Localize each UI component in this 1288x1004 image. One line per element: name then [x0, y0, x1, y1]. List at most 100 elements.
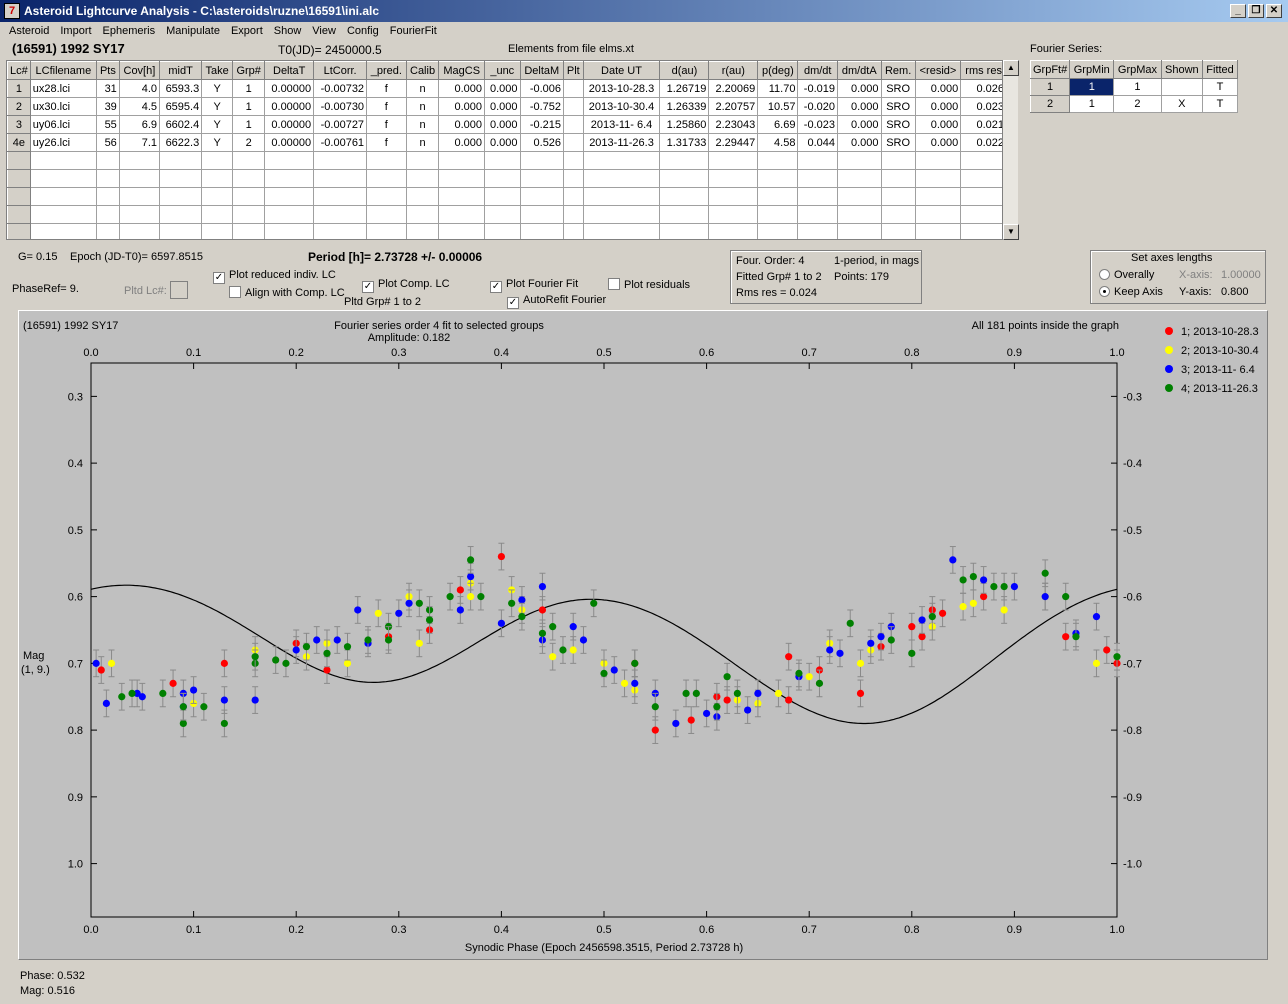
row-header[interactable]	[7, 205, 31, 224]
autorefit-checkbox[interactable]: ✓ AutoRefit Fourier	[507, 294, 607, 309]
table-cell[interactable]: 10.57	[757, 97, 799, 116]
table-cell[interactable]	[797, 187, 838, 206]
table-cell[interactable]	[438, 169, 485, 188]
table-cell[interactable]: 1.26339	[659, 97, 710, 116]
table-cell[interactable]	[484, 151, 521, 170]
table-cell[interactable]: 0.000	[438, 79, 485, 98]
table-cell[interactable]: 6593.3	[158, 79, 203, 98]
column-header[interactable]: Take	[201, 61, 234, 80]
table-cell[interactable]: 0.022	[960, 133, 1007, 152]
column-header[interactable]: Date UT	[582, 61, 661, 80]
table-cell[interactable]: 0.000	[837, 115, 882, 134]
table-cell[interactable]: Y	[201, 115, 234, 134]
table-cell[interactable]	[438, 151, 485, 170]
menu-show[interactable]: Show	[273, 25, 302, 37]
fourier-cell[interactable]	[1160, 78, 1204, 96]
table-cell[interactable]: 0.00000	[264, 97, 315, 116]
table-cell[interactable]: 1.25860	[659, 115, 710, 134]
table-row[interactable]: 1 ux28.lci 31 4.0 6593.3 Y 1 0.00000 -0.00732 f n 0…	[7, 79, 1007, 98]
row-header[interactable]: 1	[7, 79, 31, 98]
table-cell[interactable]: SRO	[880, 79, 916, 98]
fourier-cell[interactable]: 1	[1069, 95, 1115, 113]
table-row[interactable]	[7, 187, 1007, 206]
fourier-cell[interactable]: 2	[1113, 95, 1162, 113]
table-cell[interactable]: 0.000	[837, 79, 882, 98]
table-cell[interactable]: 6602.4	[158, 115, 203, 134]
table-cell[interactable]	[95, 223, 120, 239]
table-row[interactable]	[7, 151, 1007, 170]
table-cell[interactable]: 31	[95, 79, 120, 98]
fourier-cell[interactable]: X	[1160, 95, 1204, 113]
table-cell[interactable]	[405, 187, 440, 206]
table-cell[interactable]	[659, 151, 710, 170]
table-cell[interactable]	[118, 187, 161, 206]
table-cell[interactable]	[837, 187, 882, 206]
plot-comp-checkbox[interactable]: ✓ Plot Comp. LC	[362, 278, 450, 293]
table-cell[interactable]: 1.26719	[659, 79, 710, 98]
table-cell[interactable]	[960, 187, 1007, 206]
table-cell[interactable]: n	[405, 79, 440, 98]
fourier-cell[interactable]: T	[1202, 95, 1238, 113]
x-axis-value[interactable]: 1.00000	[1221, 269, 1261, 281]
table-cell[interactable]	[264, 187, 315, 206]
table-cell[interactable]: 0.000	[438, 97, 485, 116]
table-cell[interactable]	[837, 151, 882, 170]
lightcurve-plot[interactable]: 0.0 0.0 0.1 0.1 0.2 0.2 0.3 0.3 0.4 0.4 0.5 0.5 0.6 0…	[19, 311, 1269, 961]
column-header[interactable]: Rem.	[880, 61, 916, 80]
menu-fourierfit[interactable]: FourierFit	[389, 25, 437, 37]
fourier-column-header[interactable]: GrpFt#	[1029, 60, 1071, 79]
column-header[interactable]: d(au)	[659, 61, 710, 80]
table-cell[interactable]: n	[405, 133, 440, 152]
table-row[interactable]	[7, 223, 1007, 239]
table-cell[interactable]	[232, 187, 266, 206]
table-cell[interactable]: -0.020	[797, 97, 838, 116]
table-cell[interactable]: 0.000	[837, 133, 882, 152]
table-cell[interactable]: 1.31733	[659, 133, 710, 152]
table-cell[interactable]	[366, 205, 407, 224]
table-cell[interactable]	[158, 169, 203, 188]
row-header[interactable]: 4e	[7, 133, 31, 152]
close-button[interactable]: ✕	[1266, 4, 1282, 18]
table-cell[interactable]	[201, 151, 234, 170]
table-cell[interactable]: uy06.lci	[29, 115, 97, 134]
row-header[interactable]: 2	[1029, 95, 1071, 113]
menu-import[interactable]: Import	[60, 25, 92, 37]
table-cell[interactable]	[313, 187, 368, 206]
table-cell[interactable]: 1	[232, 115, 266, 134]
menu-asteroid[interactable]: Asteroid	[9, 25, 50, 37]
table-row[interactable]	[7, 205, 1007, 224]
table-cell[interactable]	[582, 223, 661, 239]
table-cell[interactable]	[914, 151, 962, 170]
table-cell[interactable]: uy26.lci	[29, 133, 97, 152]
menu-view[interactable]: View	[312, 25, 336, 37]
table-cell[interactable]: 6.9	[118, 115, 161, 134]
table-cell[interactable]	[708, 151, 759, 170]
table-cell[interactable]	[880, 151, 916, 170]
table-cell[interactable]: -0.215	[519, 115, 565, 134]
table-cell[interactable]	[366, 187, 407, 206]
table-cell[interactable]	[366, 223, 407, 239]
table-cell[interactable]: 6.69	[757, 115, 799, 134]
table-cell[interactable]	[405, 205, 440, 224]
table-cell[interactable]	[232, 151, 266, 170]
table-cell[interactable]	[582, 205, 661, 224]
fourier-cell[interactable]: 1	[1069, 78, 1115, 96]
menu-export[interactable]: Export	[230, 25, 263, 37]
table-cell[interactable]	[438, 187, 485, 206]
table-cell[interactable]: 0.526	[519, 133, 565, 152]
table-cell[interactable]	[757, 187, 799, 206]
table-cell[interactable]	[563, 151, 584, 170]
table-cell[interactable]: -0.023	[797, 115, 838, 134]
table-cell[interactable]: 1	[232, 79, 266, 98]
table-cell[interactable]	[484, 187, 521, 206]
table-cell[interactable]: 2013-11- 6.4	[582, 115, 661, 134]
table-cell[interactable]: f	[366, 133, 407, 152]
column-header[interactable]: Cov[h]	[118, 61, 161, 80]
column-header[interactable]: LCfilename	[29, 61, 97, 80]
table-cell[interactable]	[837, 205, 882, 224]
table-cell[interactable]	[659, 187, 710, 206]
fourier-column-header[interactable]: Shown	[1160, 60, 1204, 79]
table-cell[interactable]: Y	[201, 133, 234, 152]
